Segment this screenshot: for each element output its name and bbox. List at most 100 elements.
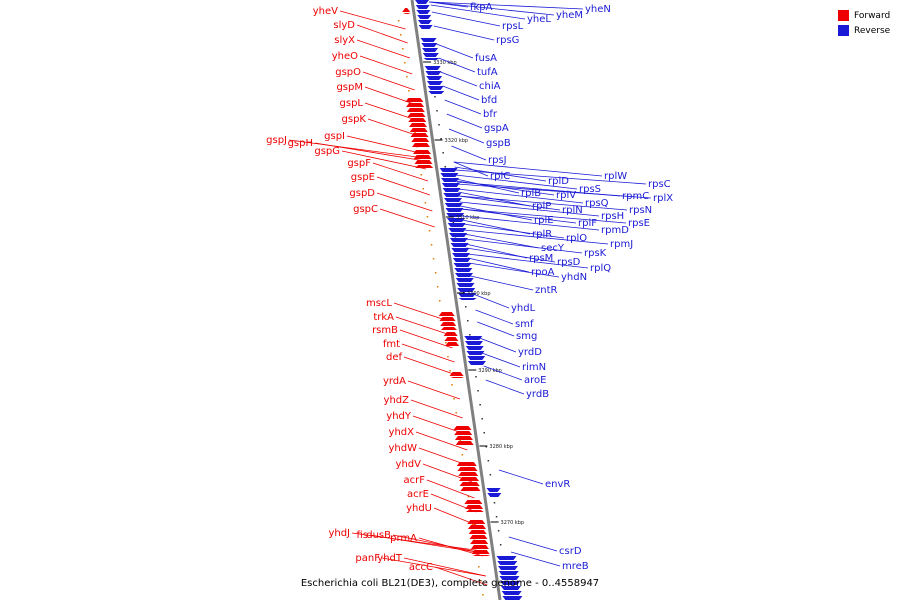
position-marker <box>436 110 438 112</box>
position-marker <box>447 356 449 358</box>
reverse-gene-arrow <box>498 566 519 570</box>
forward-gene-arrow <box>444 337 459 341</box>
reverse-gene-arrow <box>486 488 501 492</box>
reverse-gene-arrow <box>501 591 522 595</box>
reverse-gene-arrow <box>447 223 466 227</box>
position-marker <box>451 384 453 386</box>
reverse-gene-label: bfd <box>481 95 497 106</box>
position-marker <box>499 544 502 546</box>
forward-gene-label: yhdU <box>406 503 432 514</box>
forward-gene-label: gspG <box>314 146 340 157</box>
position-marker <box>432 258 435 260</box>
forward-label-leader <box>376 176 431 196</box>
reverse-gene-arrow <box>427 86 444 90</box>
reverse-gene-label: rplO <box>566 233 587 244</box>
reverse-label-leader <box>466 247 556 263</box>
forward-gene-label: panF <box>355 553 380 564</box>
reverse-label-leader <box>448 128 485 144</box>
reverse-label-leader <box>468 262 560 278</box>
reverse-gene-label: fusA <box>475 53 497 64</box>
reverse-gene-arrow <box>428 91 445 94</box>
reverse-gene-label: rplX <box>653 193 673 204</box>
forward-label-leader <box>351 532 483 552</box>
reverse-gene-label: rpsG <box>496 35 519 46</box>
forward-gene-arrow <box>439 317 456 321</box>
reverse-gene-arrow <box>426 81 443 85</box>
forward-label-leader <box>346 135 425 155</box>
forward-gene-label: yheO <box>332 51 358 62</box>
forward-gene-arrow <box>414 160 433 164</box>
reverse-gene-arrow <box>424 66 441 70</box>
reverse-gene-label: tufA <box>477 67 498 78</box>
legend-item-reverse: Reverse <box>838 23 890 38</box>
forward-label-leader <box>395 316 451 336</box>
forward-gene-label: yheV <box>313 6 338 17</box>
forward-gene-label: yhdZ <box>384 395 410 406</box>
forward-gene-label: gspL <box>340 98 364 109</box>
reverse-gene-arrow <box>498 571 519 575</box>
reverse-gene-label: bfr <box>483 109 498 120</box>
reverse-gene-label: rpsQ <box>585 198 609 209</box>
forward-gene-label: gspE <box>351 172 375 183</box>
reverse-gene-label: rpsH <box>601 211 624 222</box>
reverse-gene-label: rpsJ <box>488 155 507 166</box>
position-marker <box>424 202 427 204</box>
reverse-gene-arrow <box>422 48 439 52</box>
position-marker <box>455 412 457 414</box>
reverse-gene-label: smg <box>516 331 537 342</box>
forward-gene-label: slyX <box>334 35 355 46</box>
forward-gene-label: prmA <box>390 533 417 544</box>
position-marker <box>459 440 462 442</box>
reverse-label-leader <box>464 233 540 249</box>
reverse-label-leader <box>481 352 521 368</box>
position-marker <box>479 404 481 406</box>
forward-gene-label: yhdV <box>396 459 422 470</box>
reverse-gene-label: secY <box>541 243 565 254</box>
forward-gene-arrow <box>402 8 411 12</box>
reverse-label-leader <box>458 195 628 211</box>
reverse-gene-arrow <box>444 198 463 202</box>
reverse-gene-arrow <box>458 298 477 300</box>
reverse-label-leader <box>479 337 517 353</box>
position-marker <box>406 76 408 78</box>
forward-label-leader <box>364 102 420 122</box>
forward-label-leader <box>403 557 486 577</box>
reverse-label-leader <box>483 365 523 381</box>
forward-gene-arrow <box>468 525 486 529</box>
position-marker <box>493 502 496 504</box>
forward-gene-label: gspJ <box>266 135 287 146</box>
forward-gene-label: def <box>386 352 403 363</box>
reverse-gene-arrow <box>500 586 521 590</box>
reverse-gene-label: envR <box>545 479 570 490</box>
reverse-gene-arrow <box>446 218 465 222</box>
forward-gene-label: yhdX <box>389 427 415 438</box>
reverse-gene-arrow <box>443 193 462 197</box>
forward-label-leader <box>372 162 429 182</box>
scale-tick-label: 3300 kbp <box>467 291 491 297</box>
forward-gene-arrow <box>458 472 479 476</box>
reverse-gene-label: rpmD <box>601 225 629 236</box>
forward-gene-label: gspK <box>342 114 367 125</box>
reverse-label-leader <box>459 201 600 217</box>
reverse-gene-label: rplN <box>562 205 583 216</box>
position-marker <box>469 334 471 336</box>
forward-gene-arrow <box>449 372 464 376</box>
position-marker <box>404 62 406 64</box>
forward-gene-arrow <box>406 108 425 112</box>
scale-tick-label: 3280 kbp <box>489 444 513 450</box>
reverse-gene-arrow <box>418 25 433 29</box>
reverse-label-leader <box>463 229 609 245</box>
forward-gene-arrow <box>440 322 457 326</box>
forward-gene-arrow <box>402 13 411 14</box>
reverse-gene-arrow <box>445 208 464 212</box>
position-marker <box>452 222 455 224</box>
position-marker <box>477 390 479 392</box>
forward-label-leader <box>401 343 455 363</box>
reverse-label-leader <box>477 321 515 337</box>
reverse-gene-label: yheL <box>527 14 551 25</box>
forward-gene-arrow <box>445 342 460 346</box>
forward-gene-arrow <box>458 477 479 481</box>
forward-gene-label: yhdW <box>389 443 418 454</box>
